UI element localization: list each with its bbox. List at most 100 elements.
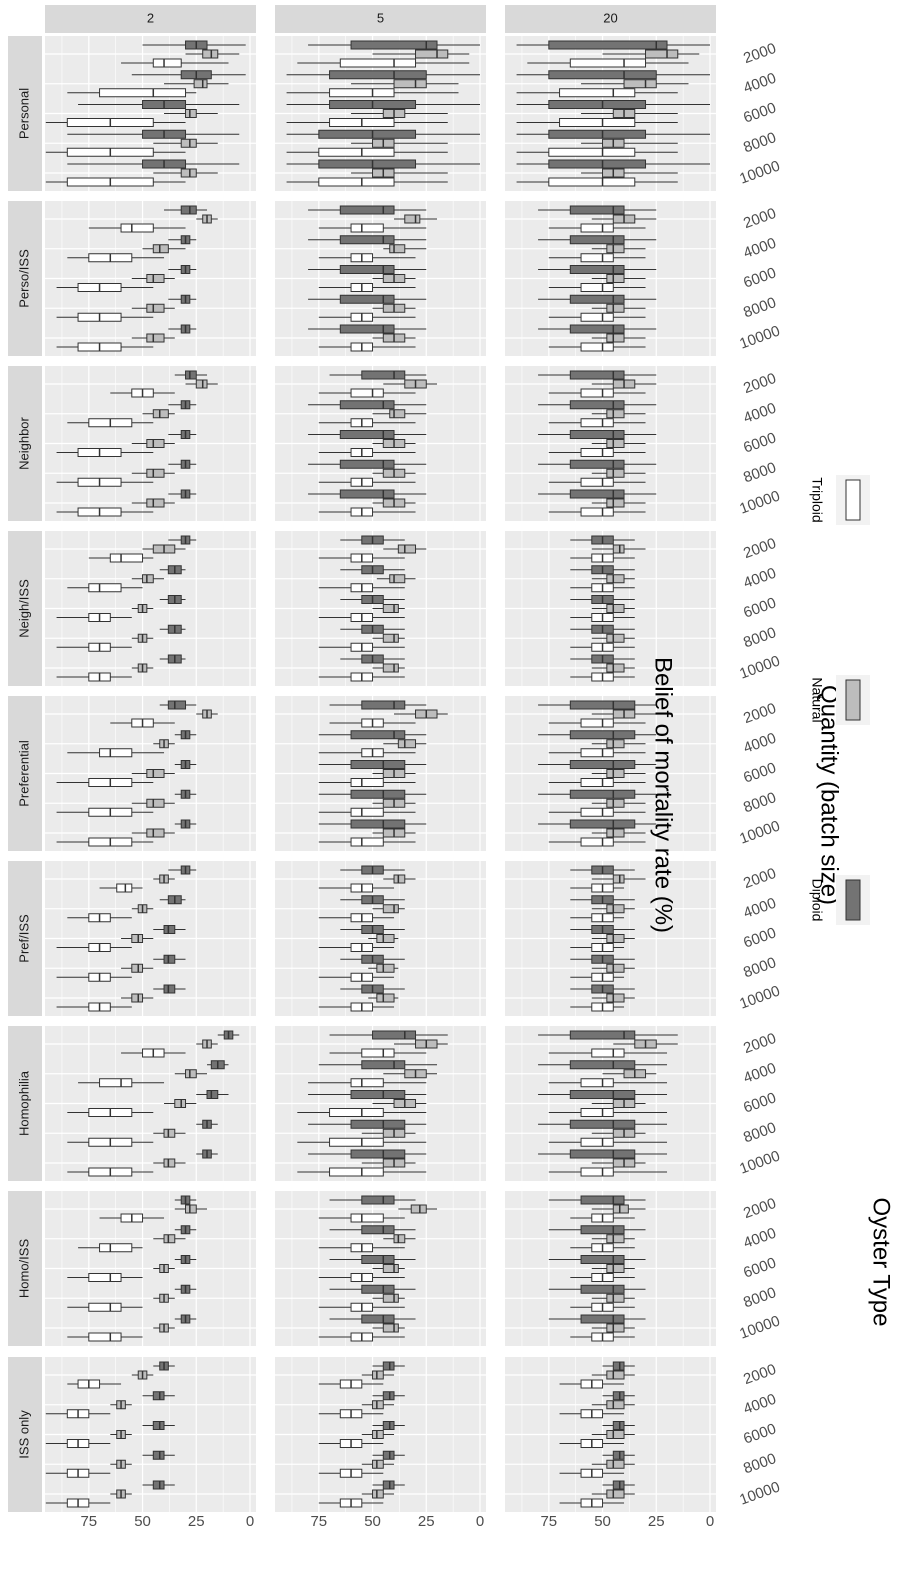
box-body <box>382 1264 399 1273</box>
box-body <box>606 1323 625 1333</box>
box-body <box>580 1195 625 1205</box>
box-body <box>389 409 406 419</box>
box-body <box>580 418 614 428</box>
box-body <box>569 1119 636 1129</box>
box-body <box>361 1048 395 1058</box>
value-tick-label: 75 <box>310 1513 327 1530</box>
value-tick-label: 50 <box>364 1513 381 1530</box>
box-body <box>361 370 406 380</box>
box-body <box>606 769 625 778</box>
box-body <box>569 294 625 304</box>
box-body <box>146 439 165 448</box>
box-body <box>580 778 614 787</box>
box-body <box>195 379 208 389</box>
box-body <box>185 1069 197 1079</box>
box-body <box>339 430 395 439</box>
box-body <box>146 828 165 838</box>
row-strip <box>8 1357 42 1512</box>
category-tick-label: 2000 <box>741 1030 778 1057</box>
box-body <box>146 468 165 478</box>
box-body <box>569 235 625 245</box>
category-tick-label: 4000 <box>741 730 778 757</box>
box-body <box>99 1243 133 1253</box>
box-body <box>569 58 647 68</box>
box-body <box>88 1273 122 1282</box>
category-tick-label: 2000 <box>741 205 778 232</box>
box-body <box>350 40 438 50</box>
box-body <box>109 553 144 563</box>
box-body <box>612 544 625 554</box>
box-body <box>612 1450 625 1460</box>
box-body <box>606 498 625 508</box>
box-body <box>580 1108 614 1117</box>
box-body <box>606 244 625 254</box>
value-tick-label: 75 <box>540 1513 557 1530</box>
box-body <box>548 159 647 169</box>
box-body <box>410 1204 427 1214</box>
box-body <box>623 79 657 89</box>
y-axis-title: Belief of mortality rate (%) <box>650 657 677 933</box>
box-body <box>382 1391 395 1401</box>
box-body <box>146 274 165 283</box>
legend-key-swatch <box>845 479 861 521</box>
category-tick-label: 10000 <box>737 322 782 352</box>
box-body <box>606 604 625 613</box>
box-body <box>606 468 625 478</box>
box-body <box>167 700 187 710</box>
category-tick-label: 4000 <box>741 1391 778 1418</box>
box-body <box>146 333 165 343</box>
box-body <box>580 507 614 517</box>
box-body <box>559 88 636 98</box>
box-body <box>382 663 399 673</box>
box-body <box>329 1137 384 1147</box>
box-body <box>163 925 176 934</box>
box-body <box>606 303 625 313</box>
box-body <box>606 574 625 584</box>
row-strip-label: Personal <box>16 88 31 139</box>
box-body <box>329 88 395 98</box>
box-body <box>339 58 417 68</box>
box-body <box>376 934 395 943</box>
box-body <box>580 477 614 487</box>
column-strip <box>275 5 486 33</box>
row-strip <box>8 861 42 1016</box>
box-body <box>350 730 406 740</box>
box-body <box>152 1450 165 1460</box>
box-body <box>163 954 176 964</box>
category-tick-label: 10000 <box>737 487 782 517</box>
box-body <box>116 883 133 893</box>
box-body <box>606 1370 625 1380</box>
box-body <box>569 1030 636 1040</box>
box-body <box>339 459 395 469</box>
category-tick-label: 8000 <box>741 789 778 816</box>
box-body <box>146 303 165 313</box>
box-body <box>339 400 395 410</box>
box-body <box>350 1149 406 1159</box>
row-strip <box>8 366 42 521</box>
box-body <box>569 700 636 710</box>
column-strip <box>505 5 716 33</box>
category-tick-label: 8000 <box>741 294 778 321</box>
box-body <box>404 214 421 224</box>
box-body <box>606 1400 625 1410</box>
box-body <box>180 168 197 178</box>
box-body <box>339 489 395 499</box>
box-body <box>591 1048 625 1058</box>
box-body <box>580 1078 614 1088</box>
row-strip <box>8 201 42 356</box>
box-body <box>382 1480 395 1490</box>
box-body <box>612 874 625 884</box>
category-tick-label: 6000 <box>741 759 778 786</box>
box-body <box>88 1332 122 1342</box>
box-body <box>350 837 384 847</box>
box-body <box>146 769 165 778</box>
box-body <box>569 789 636 799</box>
category-tick-label: 10000 <box>737 817 782 847</box>
legend-label: Diploid <box>809 879 825 922</box>
box-body <box>580 1137 614 1147</box>
box-body <box>548 100 647 109</box>
category-tick-label: 8000 <box>741 459 778 486</box>
box-body <box>99 88 187 98</box>
category-tick-label: 4000 <box>741 565 778 592</box>
box-body <box>606 1459 625 1469</box>
